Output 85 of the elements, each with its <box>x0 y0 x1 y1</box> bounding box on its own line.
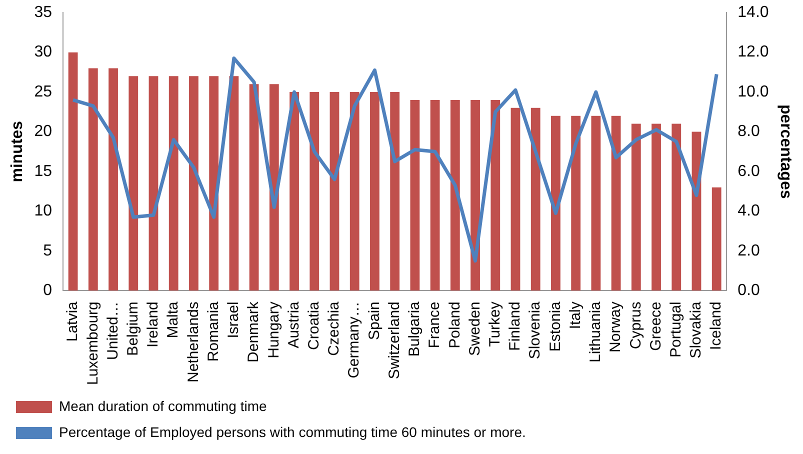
x-tick-label: France <box>426 302 444 348</box>
x-tick-label: Belgium <box>124 302 142 356</box>
y-tick-label: 30 <box>34 44 52 61</box>
x-tick-label: Norway <box>607 301 624 352</box>
bar <box>108 68 118 291</box>
x-tick-label: Romania <box>204 300 222 362</box>
bar <box>430 100 440 291</box>
y2-tick-label: 10.0 <box>738 83 769 100</box>
y2-tick-label: 14.0 <box>738 4 769 22</box>
x-tick-label: Estonia <box>546 300 564 352</box>
bar <box>148 76 158 291</box>
bar <box>310 92 320 291</box>
x-tick-label: Spain <box>366 302 383 340</box>
bar <box>290 92 299 291</box>
x-tick-label: Netherlands <box>184 302 202 383</box>
y-tick-label: 25 <box>34 83 52 100</box>
x-tick-label: Switzerland <box>386 302 403 380</box>
bar <box>209 76 219 291</box>
bar <box>551 116 560 291</box>
x-tick-label: Italy <box>566 301 584 330</box>
y2-tick-label: 4.0 <box>738 202 760 220</box>
x-tick-label: Malta <box>164 300 182 338</box>
bar <box>128 76 138 291</box>
y2-axis-title: percentages <box>776 104 794 199</box>
y2-tick-label: 12.0 <box>738 44 769 61</box>
y-tick-label: 0 <box>43 282 52 300</box>
y2-tick-label: 2.0 <box>738 242 760 260</box>
bar <box>68 52 78 291</box>
x-tick-label: Slovakia <box>688 300 705 358</box>
x-tick-label: United… <box>104 302 122 360</box>
y-tick-label: 5 <box>43 242 52 260</box>
x-tick-label: Austria <box>285 300 302 348</box>
bar <box>350 92 360 291</box>
y2-tick-label: 0.0 <box>738 282 760 300</box>
bar <box>269 84 279 291</box>
bar <box>249 84 259 291</box>
y-tick-label: 15 <box>34 162 52 180</box>
y-axis-title: minutes <box>9 120 26 182</box>
bar <box>168 76 178 291</box>
bar <box>189 76 198 291</box>
y-tick-label: 20 <box>34 123 52 140</box>
y2-tick-label: 6.0 <box>738 162 760 180</box>
x-tick-label: Turkey <box>486 301 504 347</box>
y-tick-label: 35 <box>34 4 52 22</box>
x-tick-label: Germany… <box>346 302 363 378</box>
x-tick-label: Ireland <box>144 302 162 348</box>
x-tick-label: Denmark <box>245 301 262 362</box>
x-tick-label: Bulgaria <box>406 300 424 357</box>
bar <box>490 100 500 291</box>
bar <box>631 124 641 291</box>
legend-label: Percentage of Employed persons with commuting time 60 minutes or more. <box>59 424 526 440</box>
bar <box>510 108 520 291</box>
bar <box>370 92 380 291</box>
x-tick-label: Poland <box>446 302 464 348</box>
x-tick-label: Hungary <box>265 301 282 358</box>
bar <box>672 124 682 291</box>
x-tick-label: Portugal <box>668 302 685 358</box>
x-tick-label: Czechia <box>326 300 343 356</box>
x-tick-label: Slovenia <box>526 300 544 360</box>
bar <box>712 187 722 291</box>
bar <box>652 124 661 291</box>
bar <box>229 76 239 291</box>
x-tick-label: Sweden <box>466 302 484 356</box>
x-tick-label: Iceland <box>708 302 725 350</box>
x-tick-label: Greece <box>647 302 664 351</box>
x-tick-label: Cyprus <box>627 302 644 350</box>
x-tick-label: Finland <box>506 302 524 351</box>
bar <box>571 116 581 291</box>
y2-tick-label: 8.0 <box>738 123 760 140</box>
bar <box>470 100 480 291</box>
legend-label: Mean duration of commuting time <box>59 398 267 414</box>
bar <box>450 100 460 291</box>
bar <box>390 92 400 291</box>
x-tick-label: Croatia <box>306 300 323 350</box>
bar <box>88 68 98 291</box>
bar <box>611 116 621 291</box>
bar <box>330 92 340 291</box>
y-tick-label: 10 <box>34 202 52 220</box>
x-tick-label: Israel <box>225 302 242 338</box>
x-tick-label: Luxembourg <box>84 302 102 386</box>
x-tick-label: Lithuania <box>587 300 604 363</box>
x-tick-label: Latvia <box>64 300 82 342</box>
bar <box>530 108 540 291</box>
bar <box>591 116 601 291</box>
bar <box>410 100 420 291</box>
